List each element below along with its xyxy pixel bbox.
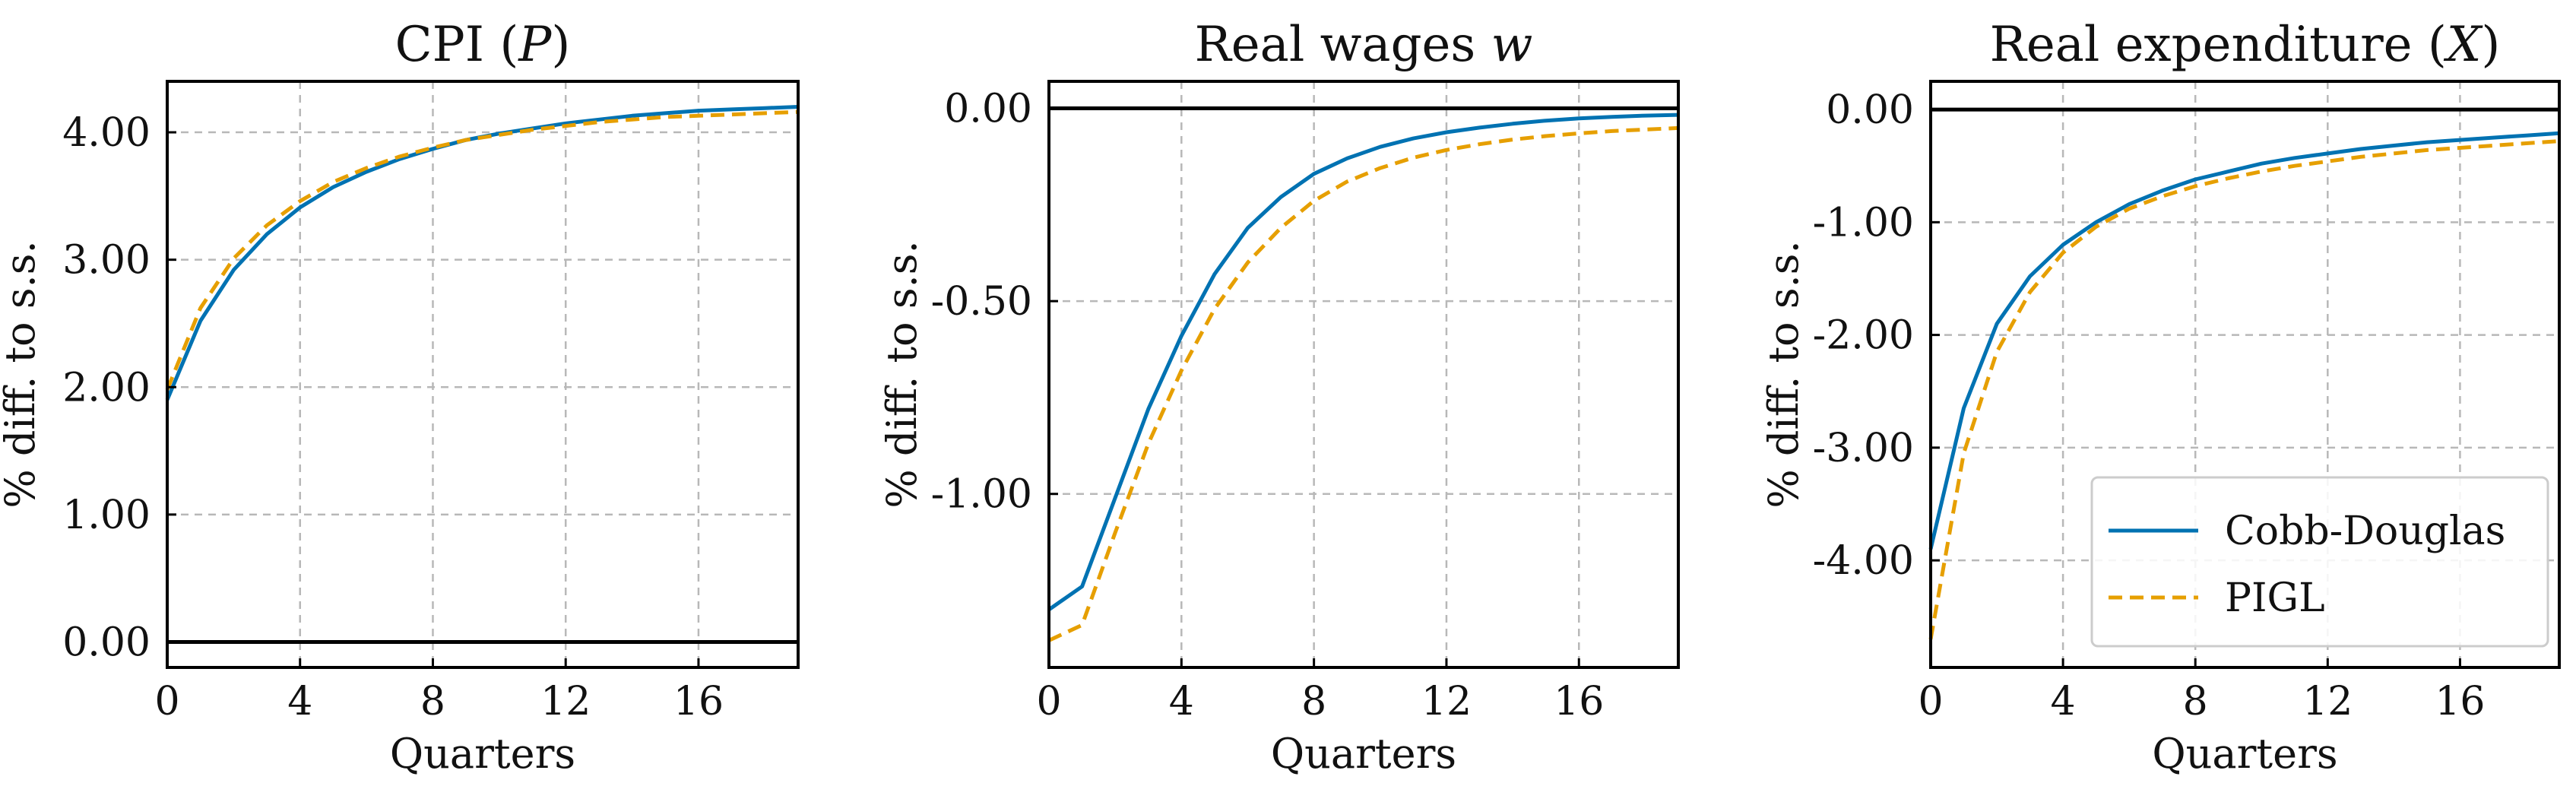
chart-title: CPI (P) (395, 17, 571, 73)
y-axis-label: % diff. to s.s. (1760, 240, 1808, 508)
y-tick-label: -4.00 (1813, 538, 1914, 584)
x-tick-label: 4 (287, 679, 312, 724)
y-tick-label: 2.00 (62, 365, 151, 411)
x-axis-label: Quarters (390, 730, 575, 778)
x-tick-label: 16 (2435, 679, 2485, 724)
x-tick-label: 8 (2183, 679, 2208, 724)
y-tick-label: -1.00 (1813, 200, 1914, 246)
y-axis-label: % diff. to s.s. (878, 240, 926, 508)
x-tick-label: 16 (1554, 679, 1604, 724)
plot-frame (1047, 80, 1680, 669)
chart-title: Real wages w (1195, 17, 1533, 73)
panel-3: 0 4 8 12 16 0.00 -1.00 -2.00 -3.00 -4.00 Quarters%… (1760, 17, 2561, 778)
title-variable: w (1491, 17, 1533, 73)
plot-frame (166, 80, 800, 669)
plot-frame (1929, 80, 2561, 669)
series-line-pigl (1928, 139, 2560, 640)
x-tick-label: 12 (1421, 679, 1472, 724)
x-tick-label: 12 (540, 679, 591, 724)
title-text: CPI ( (395, 17, 519, 73)
series-line-cobb-douglas (1047, 113, 1679, 611)
title-variable: X (2443, 17, 2483, 73)
title-text-close: ) (2481, 17, 2500, 73)
chart-title: Real expenditure (X) (1990, 17, 2501, 73)
y-tick-label: 0.00 (944, 87, 1032, 132)
y-tick-label: -1.00 (931, 472, 1032, 518)
title-text: Real expenditure ( (1990, 17, 2447, 73)
legend-label: Cobb-Douglas (2225, 509, 2505, 554)
title-text: Real wages (1195, 17, 1491, 73)
panel-1: 0 4 8 12 16 0.00 1.00 2.00 3.00 4.00 Quarters % dif… (0, 17, 800, 778)
y-tick-label: 4.00 (62, 110, 151, 156)
legend: Cobb-Douglas PIGL (2090, 476, 2549, 648)
x-tick-label: 0 (1036, 679, 1061, 724)
y-tick-label: 0.00 (62, 620, 151, 665)
x-tick-label: 0 (154, 679, 179, 724)
x-tick-label: 16 (673, 679, 724, 724)
y-tick-label: 1.00 (62, 493, 151, 538)
series-line-cobb-douglas (165, 105, 799, 401)
x-tick-label: 0 (1918, 679, 1943, 724)
y-tick-label: -0.50 (931, 279, 1032, 325)
x-tick-label: 4 (2051, 679, 2076, 724)
y-tick-label: -3.00 (1813, 426, 1914, 471)
legend-box (2090, 476, 2549, 648)
x-tick-label: 8 (1301, 679, 1326, 724)
y-axis-label: % diff. to s.s. (0, 240, 44, 508)
x-axis-label: Quarters (2152, 730, 2337, 778)
series-line-pigl (1047, 125, 1679, 642)
series-line-pigl (165, 109, 799, 391)
x-tick-label: 8 (420, 679, 445, 724)
y-tick-label: 0.00 (1826, 87, 1914, 133)
series-line-cobb-douglas (1928, 131, 2560, 550)
title-text-close: ) (551, 17, 570, 73)
title-variable: P (518, 17, 552, 73)
x-tick-label: 4 (1169, 679, 1194, 724)
x-axis-label: Quarters (1271, 730, 1456, 778)
x-tick-label: 12 (2302, 679, 2353, 724)
panel-2: 0 4 8 12 16 0.00 -0.50 -1.00 Quarters % diff. to … (878, 17, 1680, 778)
legend-label: PIGL (2225, 575, 2325, 621)
y-tick-label: 3.00 (62, 238, 151, 284)
y-tick-label: -2.00 (1813, 313, 1914, 359)
